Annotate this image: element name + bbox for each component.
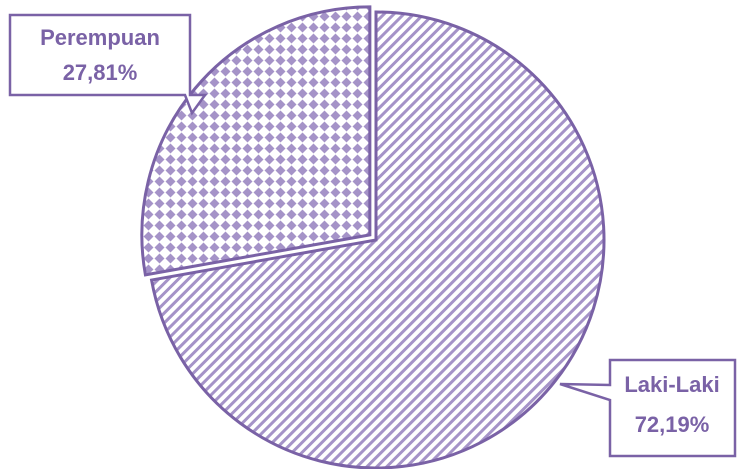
pie-slice-laki-laki — [149, 10, 606, 469]
callout-box-perempuan — [8, 13, 208, 116]
slice-label-laki-laki: Laki-Laki — [624, 372, 719, 397]
pie-slice-perempuan — [140, 5, 372, 277]
slice-value-laki-laki: 72,19% — [635, 412, 710, 437]
slice-label-perempuan: Perempuan — [40, 25, 160, 50]
callout-box-laki-laki — [559, 358, 737, 458]
slice-value-perempuan: 27,81% — [63, 60, 138, 85]
